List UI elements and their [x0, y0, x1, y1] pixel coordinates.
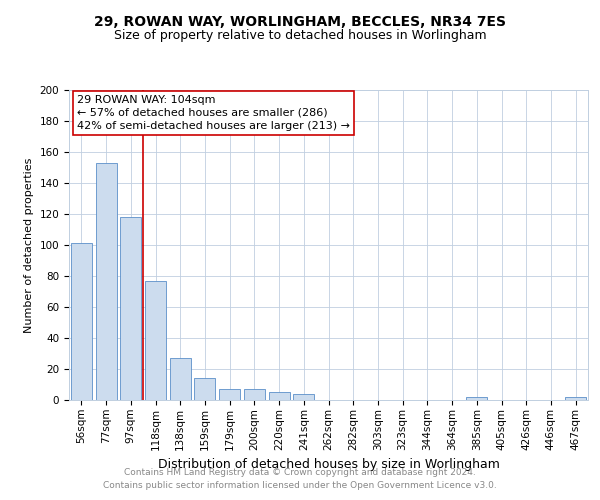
- Bar: [244, 389, 265, 400]
- Bar: [71, 244, 92, 400]
- Bar: [120, 217, 141, 400]
- Bar: [95, 163, 116, 400]
- Bar: [145, 280, 166, 400]
- Bar: [219, 389, 240, 400]
- Bar: [194, 378, 215, 400]
- Bar: [170, 358, 191, 400]
- Bar: [565, 397, 586, 400]
- X-axis label: Distribution of detached houses by size in Worlingham: Distribution of detached houses by size …: [158, 458, 499, 471]
- Bar: [269, 392, 290, 400]
- Text: Size of property relative to detached houses in Worlingham: Size of property relative to detached ho…: [113, 28, 487, 42]
- Bar: [466, 397, 487, 400]
- Bar: [293, 394, 314, 400]
- Text: Contains HM Land Registry data © Crown copyright and database right 2024.: Contains HM Land Registry data © Crown c…: [124, 468, 476, 477]
- Text: 29, ROWAN WAY, WORLINGHAM, BECCLES, NR34 7ES: 29, ROWAN WAY, WORLINGHAM, BECCLES, NR34…: [94, 16, 506, 30]
- Text: Contains public sector information licensed under the Open Government Licence v3: Contains public sector information licen…: [103, 480, 497, 490]
- Text: 29 ROWAN WAY: 104sqm
← 57% of detached houses are smaller (286)
42% of semi-deta: 29 ROWAN WAY: 104sqm ← 57% of detached h…: [77, 94, 350, 131]
- Y-axis label: Number of detached properties: Number of detached properties: [24, 158, 34, 332]
